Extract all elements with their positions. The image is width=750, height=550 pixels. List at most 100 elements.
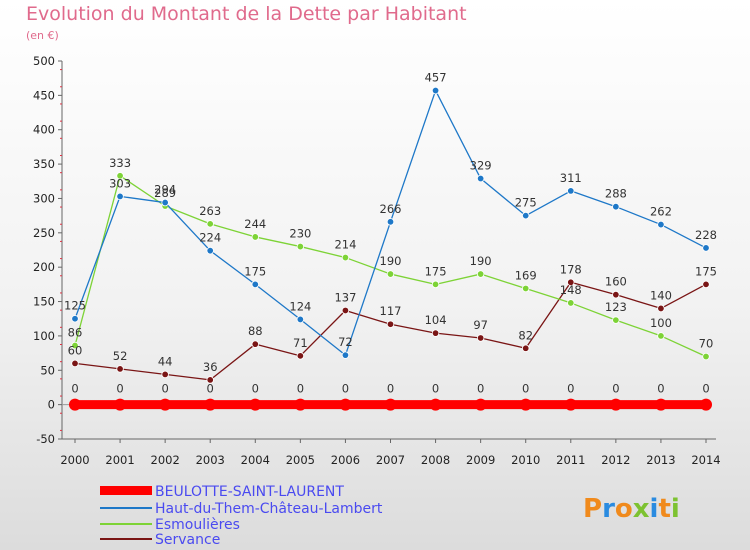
data-label: 329 xyxy=(470,159,492,173)
data-label: 175 xyxy=(425,264,447,278)
data-point xyxy=(612,290,620,299)
data-label: 137 xyxy=(334,290,356,304)
data-label: 262 xyxy=(650,205,672,219)
data-point xyxy=(519,398,532,411)
x-tick-label: 2012 xyxy=(601,453,630,467)
data-label: 0 xyxy=(702,382,709,396)
data-point xyxy=(296,315,305,324)
data-label: 0 xyxy=(522,382,529,396)
data-label: 82 xyxy=(518,328,533,342)
data-label: 0 xyxy=(207,382,214,396)
data-point xyxy=(431,280,440,289)
data-label: 275 xyxy=(515,196,537,210)
data-point xyxy=(386,218,395,226)
data-point xyxy=(702,280,710,289)
legend-entry: Esmoulières xyxy=(155,517,240,533)
data-label: 104 xyxy=(425,313,447,327)
data-label: 0 xyxy=(342,382,349,396)
y-tick-label: 100 xyxy=(33,329,55,343)
x-tick-label: 2001 xyxy=(105,453,134,467)
data-label: 175 xyxy=(244,264,266,278)
data-point xyxy=(700,398,712,411)
data-label: 0 xyxy=(477,382,484,396)
x-tick-label: 2013 xyxy=(646,453,675,467)
x-tick-label: 2007 xyxy=(376,453,405,467)
y-tick-label: 300 xyxy=(33,191,55,205)
data-label: 52 xyxy=(113,349,128,363)
legend: BEULOTTE-SAINT-LAURENTHaut-du-Them-Châte… xyxy=(100,484,383,548)
data-label: 178 xyxy=(560,262,582,276)
data-label: 244 xyxy=(244,217,266,231)
logo-text: Proxiti xyxy=(583,494,680,524)
data-label: 214 xyxy=(334,238,356,252)
data-label: 266 xyxy=(380,202,402,216)
x-tick-label: 2014 xyxy=(691,453,720,467)
data-point xyxy=(294,398,307,411)
data-label: 0 xyxy=(71,382,78,396)
series-0 xyxy=(69,398,712,411)
y-tick-label: 200 xyxy=(33,260,55,274)
data-label: 100 xyxy=(650,316,672,330)
legend-entry: BEULOTTE-SAINT-LAURENT xyxy=(155,484,344,500)
data-label: 140 xyxy=(650,288,672,302)
data-point xyxy=(431,86,440,95)
data-label: 190 xyxy=(380,254,402,268)
data-label: 88 xyxy=(248,324,263,338)
data-point xyxy=(159,398,172,411)
data-point xyxy=(567,187,575,195)
data-point xyxy=(251,233,259,241)
data-label: 0 xyxy=(657,382,664,396)
data-label: 125 xyxy=(64,299,86,313)
data-point xyxy=(206,246,214,255)
y-tick-label: 500 xyxy=(33,54,55,68)
data-point xyxy=(567,299,575,307)
x-tick-label: 2005 xyxy=(286,453,315,467)
data-point xyxy=(474,398,487,411)
data-point xyxy=(657,332,665,340)
data-point xyxy=(206,376,214,384)
data-label: 289 xyxy=(154,186,176,200)
series-3 xyxy=(71,278,710,384)
data-point xyxy=(612,316,620,324)
data-label: 160 xyxy=(605,275,627,289)
data-point xyxy=(71,315,79,323)
data-label: 117 xyxy=(380,304,402,318)
legend-swatch xyxy=(100,486,152,495)
data-label: 0 xyxy=(432,382,439,396)
data-label: 190 xyxy=(470,254,492,268)
data-label: 0 xyxy=(387,382,394,396)
y-tick-label: 150 xyxy=(33,295,55,309)
x-tick-label: 2008 xyxy=(421,453,450,467)
data-point xyxy=(249,398,262,411)
data-label: 97 xyxy=(473,318,488,332)
x-tick-label: 2002 xyxy=(151,453,180,467)
data-point xyxy=(69,398,81,411)
data-point xyxy=(609,398,622,411)
data-label: 0 xyxy=(567,382,574,396)
data-point xyxy=(204,398,217,411)
data-point xyxy=(339,398,352,411)
data-label: 303 xyxy=(109,176,131,190)
y-tick-label: 250 xyxy=(33,226,55,240)
data-point xyxy=(657,304,665,313)
data-label: 70 xyxy=(699,337,714,351)
data-label: 123 xyxy=(605,300,627,314)
y-tick-label: 0 xyxy=(48,398,55,412)
data-point xyxy=(522,211,530,220)
data-point xyxy=(386,270,395,278)
data-point xyxy=(296,242,305,251)
data-point xyxy=(161,370,169,379)
data-point xyxy=(567,278,575,287)
data-point xyxy=(702,352,710,361)
data-point xyxy=(612,203,620,211)
series-1 xyxy=(71,86,710,359)
x-tick-label: 2011 xyxy=(556,453,585,467)
x-tick-label: 2003 xyxy=(196,453,225,467)
data-label: 0 xyxy=(612,382,619,396)
x-tick-label: 2006 xyxy=(331,453,360,467)
data-point xyxy=(251,340,259,348)
data-label: 86 xyxy=(68,326,83,340)
data-label: 0 xyxy=(161,382,168,396)
data-point xyxy=(116,172,124,180)
data-label: 175 xyxy=(695,264,717,278)
